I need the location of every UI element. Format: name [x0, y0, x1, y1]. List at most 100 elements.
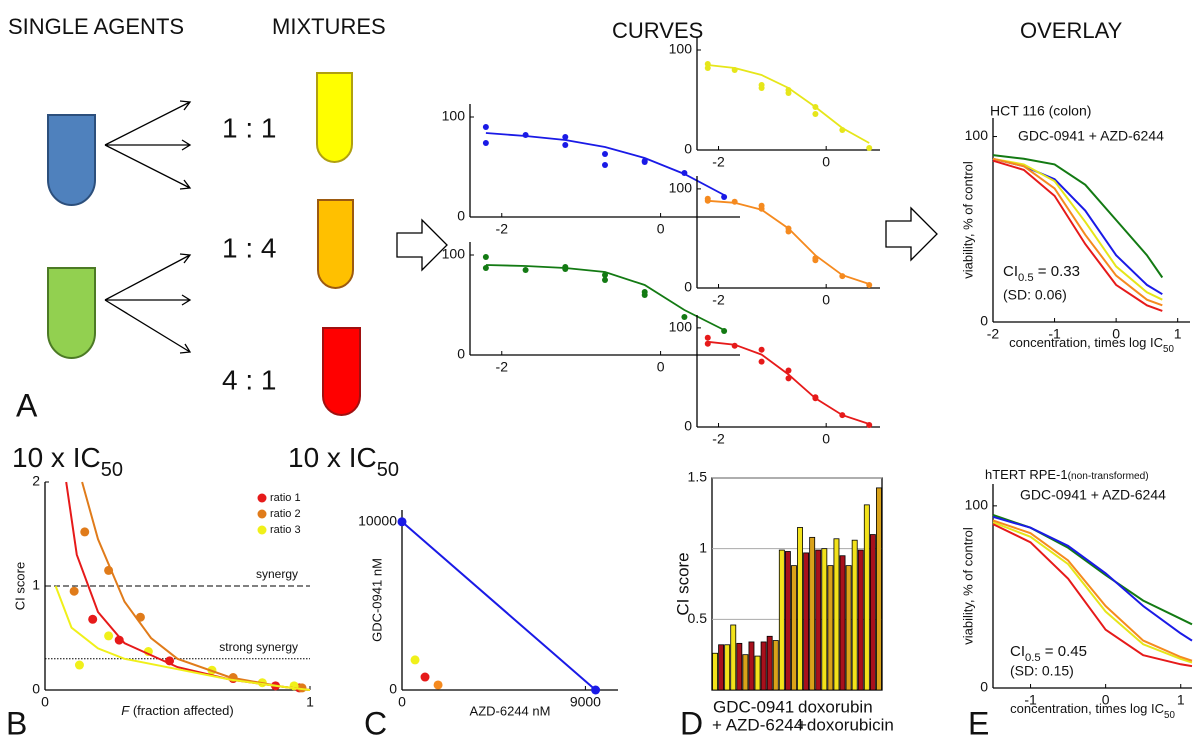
- point: [433, 680, 443, 690]
- point: [104, 631, 114, 641]
- point: [69, 586, 79, 596]
- point: [704, 197, 711, 204]
- bar: [724, 644, 731, 691]
- text-part: 10 x IC: [12, 442, 101, 473]
- y-tick-label: 100: [442, 246, 466, 262]
- text-part: concentration, times log IC: [1010, 701, 1164, 716]
- legend-label: ratio 2: [270, 508, 301, 520]
- point: [758, 358, 765, 365]
- curve: [992, 523, 1193, 668]
- annotation: (SD: 0.15): [1010, 663, 1074, 679]
- panel-letter: C: [364, 705, 387, 741]
- panel-letter: B: [6, 705, 27, 741]
- group-label: doxorubin: [798, 697, 873, 716]
- y-tick-label: 0: [980, 313, 988, 329]
- text-part: 50: [377, 459, 399, 481]
- x-tick-label: 1: [1177, 692, 1185, 708]
- bar: [730, 624, 737, 691]
- legend-label: ratio 3: [270, 524, 301, 536]
- point: [74, 660, 84, 670]
- legend-label: ratio 1: [270, 492, 301, 504]
- point: [562, 142, 569, 148]
- curve: [992, 159, 1163, 312]
- curve: [485, 264, 725, 331]
- bar: [791, 565, 797, 691]
- point: [410, 655, 420, 665]
- point: [602, 151, 608, 157]
- bar: [876, 487, 882, 691]
- point: [420, 672, 430, 682]
- point: [522, 267, 529, 273]
- text-part: = 0.33: [1034, 263, 1080, 280]
- ratio-label: 1 : 4: [222, 232, 276, 263]
- x-tick-label: 0: [822, 292, 830, 308]
- text-part: CI: [1010, 643, 1025, 660]
- curve: [485, 132, 725, 196]
- point: [482, 140, 489, 146]
- point: [591, 685, 601, 695]
- annotation: GDC-0941 + AZD-6244: [1020, 487, 1166, 503]
- text-part: 50: [1163, 344, 1174, 355]
- y-axis-label: viability, % of control: [960, 161, 975, 279]
- panel-letter: E: [968, 705, 989, 741]
- y-axis-label: viability, % of control: [960, 527, 975, 645]
- annotation: HCT 116 (colon): [990, 103, 1091, 119]
- point: [88, 614, 98, 624]
- point: [482, 265, 489, 271]
- y-axis-label: CI score: [12, 562, 27, 610]
- point: [812, 111, 819, 117]
- ratio-label: 4 : 1: [222, 364, 276, 395]
- x-axis-label: concentration, times log IC50: [1010, 701, 1175, 721]
- x-axis-label: F (fraction affected): [121, 703, 234, 718]
- curve: [707, 64, 870, 144]
- curve: [707, 340, 870, 425]
- tube: [322, 327, 361, 416]
- x-tick-label: 0: [1102, 692, 1110, 708]
- annotation: CI0.5 = 0.33: [1003, 263, 1080, 284]
- heading: CURVES: [612, 18, 703, 43]
- bar: [809, 536, 816, 691]
- bar: [863, 504, 870, 691]
- curve: [707, 199, 870, 285]
- annotation: CI0.5 = 0.45: [1010, 643, 1087, 664]
- x-tick-label: -2: [496, 359, 509, 375]
- y-tick-label: 2: [32, 473, 40, 489]
- curve: [401, 521, 597, 691]
- group-label: + AZD-6244: [712, 715, 803, 734]
- text-part: 0.5: [1025, 652, 1041, 664]
- bar: [712, 652, 718, 691]
- group-label: GDC-0941: [713, 697, 794, 716]
- x-axis-label: AZD-6244 nM: [470, 703, 551, 718]
- annotation: GDC-0941 + AZD-6244: [1018, 128, 1164, 144]
- concentration-label: 10 x IC50: [288, 442, 399, 481]
- text-part: 50: [1164, 710, 1175, 721]
- annotation: hTERT RPE-1(non-transformed): [985, 467, 1149, 482]
- y-tick-label: 1: [32, 577, 40, 593]
- point: [641, 292, 648, 298]
- bar: [748, 641, 755, 691]
- x-tick-label: 0: [822, 154, 830, 170]
- point: [704, 334, 711, 341]
- bar: [736, 642, 743, 691]
- curve: [992, 157, 1163, 301]
- y-tick-label: 100: [442, 108, 466, 124]
- bar: [869, 534, 876, 691]
- legend-swatch: [257, 493, 267, 503]
- x-tick-label: -2: [712, 154, 725, 170]
- x-tick-label: 0: [398, 694, 406, 710]
- x-tick-label: -1: [1024, 692, 1037, 708]
- point: [641, 159, 648, 165]
- curve: [54, 585, 311, 691]
- x-tick-label: -1: [1048, 326, 1061, 342]
- x-tick-label: 0: [41, 694, 49, 710]
- y-tick-label: 10000: [358, 512, 397, 528]
- bar: [839, 555, 846, 691]
- heading: OVERLAY: [1020, 18, 1123, 43]
- bar: [827, 565, 834, 691]
- legend-swatch: [257, 509, 267, 519]
- curve: [992, 154, 1164, 279]
- bar: [742, 654, 749, 691]
- y-tick-label: 0: [457, 346, 465, 362]
- y-tick-label: 1: [699, 539, 707, 555]
